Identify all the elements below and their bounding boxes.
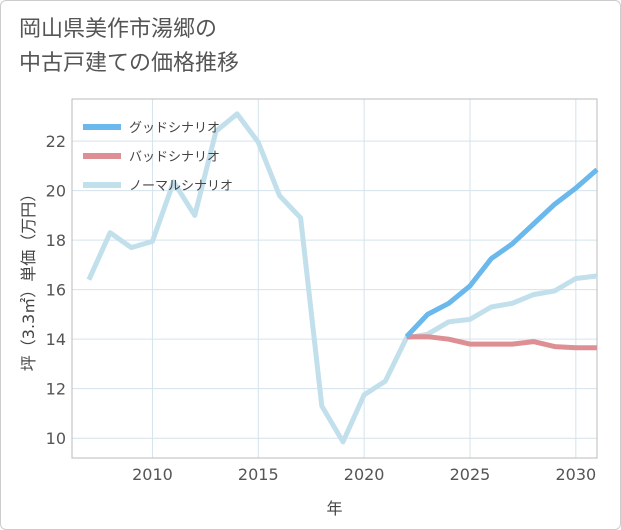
y-axis-label: 坪（3.3㎡）単価（万円） — [19, 186, 38, 371]
x-tick-label: 2020 — [344, 465, 385, 484]
series-line-1 — [406, 334, 597, 351]
legend-label-0[interactable]: グッドシナリオ — [129, 121, 220, 136]
y-tick-label: 14 — [46, 330, 66, 349]
y-tick-label: 16 — [46, 281, 66, 300]
grid — [72, 99, 597, 458]
x-tick-label: 2010 — [132, 465, 173, 484]
y-tick-label: 10 — [46, 429, 66, 448]
x-axis-label: 年 — [326, 499, 342, 518]
series-layer — [86, 111, 599, 445]
series-line-2 — [86, 111, 598, 445]
x-tick-label: 2015 — [238, 465, 279, 484]
x-tick-label: 2025 — [450, 465, 491, 484]
y-tick-label: 18 — [46, 231, 66, 250]
series-line-0 — [404, 167, 599, 339]
legend-label-2[interactable]: ノーマルシナリオ — [129, 179, 233, 194]
x-tick-label: 2030 — [555, 465, 596, 484]
y-tick-label: 12 — [46, 380, 66, 399]
y-tick-label: 22 — [46, 132, 66, 151]
legend-label-1[interactable]: バッドシナリオ — [129, 150, 220, 165]
y-ticks: 10 12 14 16 18 20 22 — [46, 132, 66, 448]
y-tick-label: 20 — [46, 182, 66, 201]
chart-title: 岡山県美作市湯郷の 中古戸建ての価格推移 — [19, 17, 240, 76]
x-ticks: 2010 2015 2020 2025 2030 — [132, 465, 596, 484]
